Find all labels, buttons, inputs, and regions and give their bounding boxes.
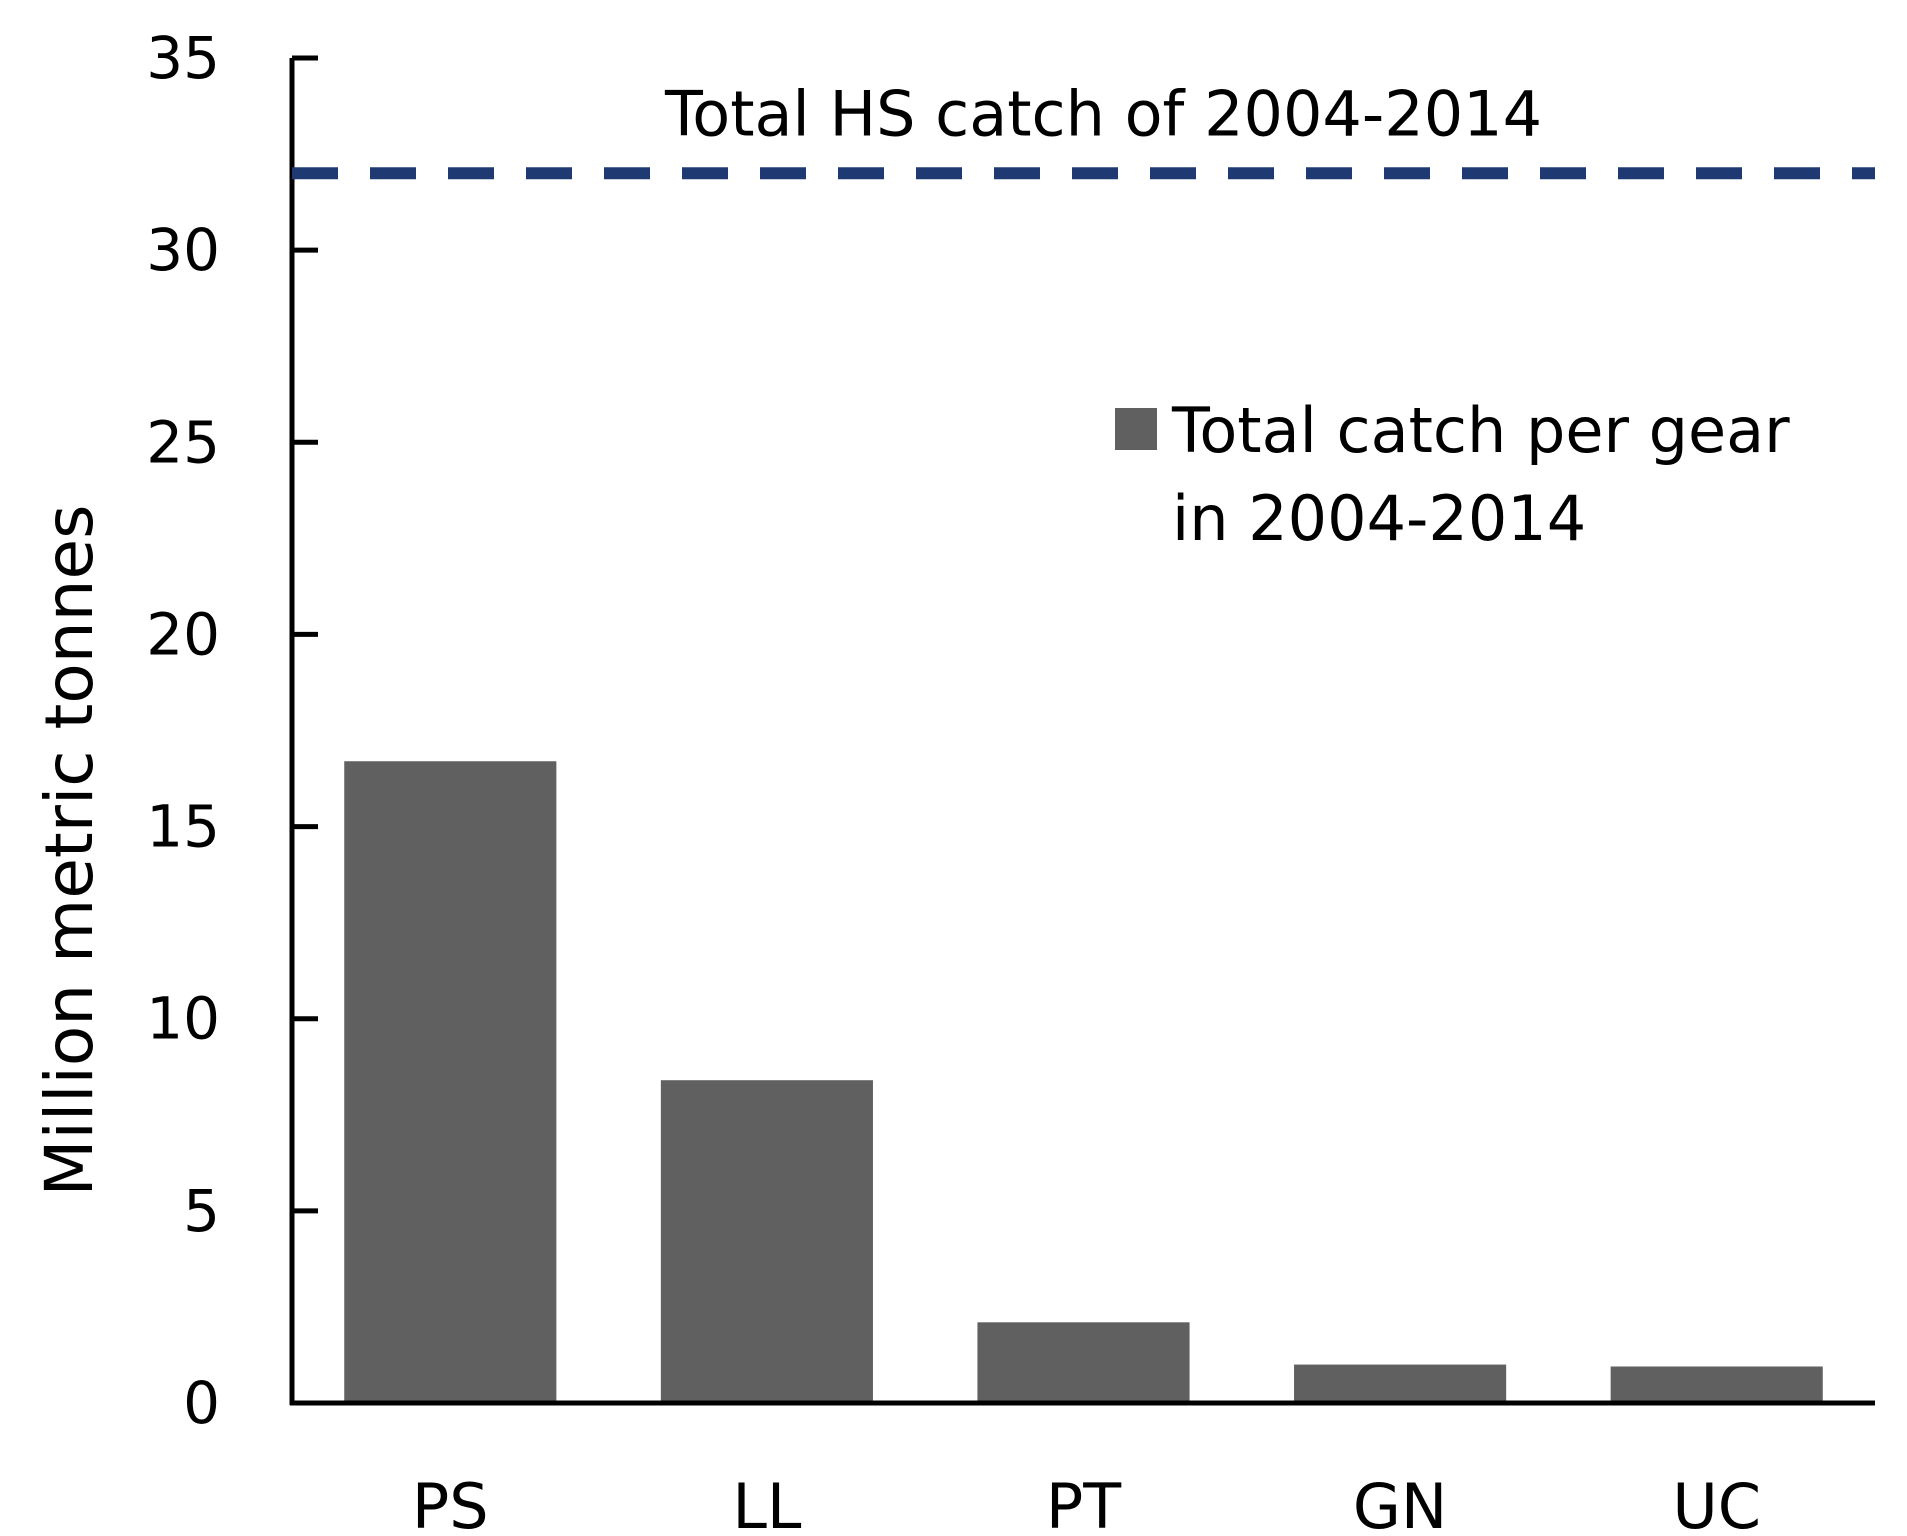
reference-line-label: Total HS catch of 2004-2014 (664, 77, 1542, 150)
x-category-label: LL (732, 1470, 802, 1536)
y-tick-label: 20 (146, 600, 220, 668)
bar-gn (1294, 1364, 1507, 1403)
x-labels-group: PS LL PT GN UC (412, 1470, 1761, 1536)
x-category-label: PT (1046, 1470, 1122, 1536)
x-category-label: UC (1672, 1470, 1761, 1536)
bar-ll (660, 1080, 873, 1403)
x-category-label: PS (412, 1470, 489, 1536)
y-tick-label: 30 (146, 216, 220, 284)
bar-ps (344, 761, 557, 1403)
y-tick-label: 15 (146, 793, 220, 861)
legend-swatch (1115, 408, 1157, 450)
x-category-label: GN (1353, 1470, 1447, 1536)
legend-label-line-1: Total catch per gear (1171, 394, 1790, 467)
legend-label-line-2: in 2004-2014 (1172, 482, 1586, 555)
bars-group (344, 761, 1823, 1403)
y-tick-label: 5 (183, 1177, 220, 1245)
bar-pt (977, 1322, 1190, 1403)
y-tick-label: 10 (146, 985, 220, 1053)
bar-uc (1610, 1366, 1823, 1403)
y-tick-label: 35 (146, 24, 220, 92)
y-tick-label: 25 (146, 408, 220, 476)
y-ticks-group: 0 5 10 15 20 25 30 35 (146, 24, 318, 1437)
y-tick-label: 0 (183, 1369, 220, 1437)
y-axis-title: Million metric tonnes (31, 505, 108, 1197)
